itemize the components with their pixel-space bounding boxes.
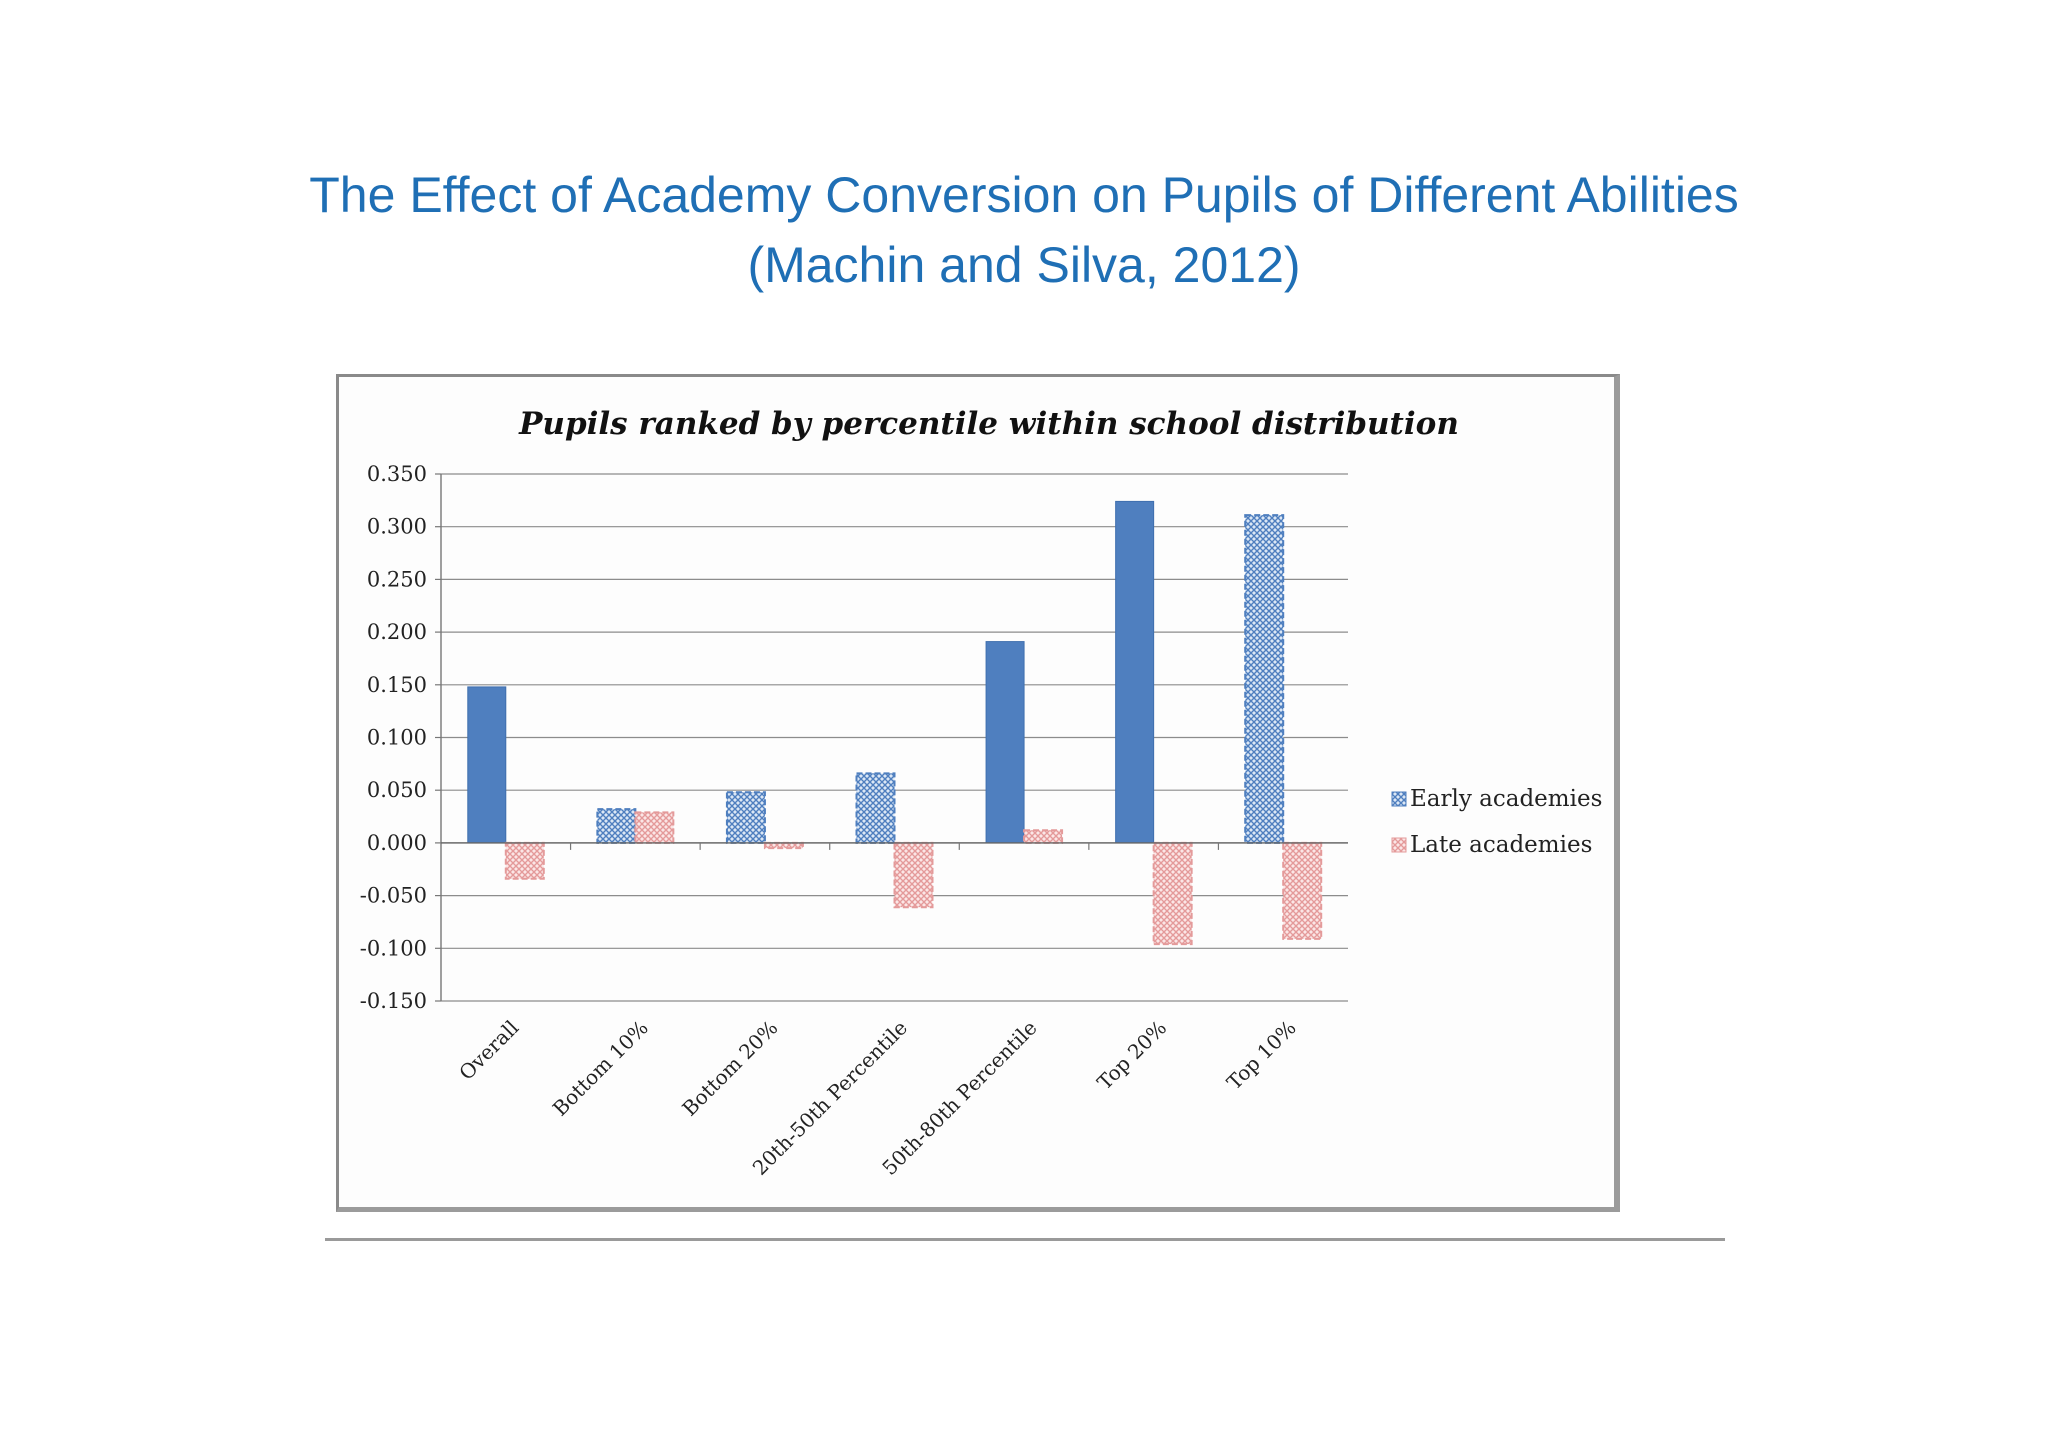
y-tick-label: 0.000: [367, 831, 427, 855]
bar-early-4: [985, 641, 1025, 844]
axes: [440, 474, 1348, 1001]
x-category-label: Bottom 10%: [548, 1016, 653, 1121]
y-tick-label: 0.100: [367, 726, 427, 750]
y-tick-label: 0.250: [367, 567, 427, 591]
bar-early-6: [1244, 514, 1285, 844]
bar-late-0: [504, 841, 545, 880]
y-tick-label: 0.200: [367, 620, 427, 644]
bar-late-4: [1023, 829, 1064, 844]
bar-late-6: [1282, 841, 1323, 940]
bar-early-1: [596, 808, 637, 844]
y-tick-label: 0.150: [367, 673, 427, 697]
x-category-label: Bottom 20%: [677, 1016, 782, 1121]
x-category-label: Top 10%: [1222, 1016, 1301, 1095]
legend-label-late: Late academies: [1410, 832, 1592, 858]
y-tick-label: -0.050: [360, 884, 427, 908]
y-tick-label: 0.350: [367, 462, 427, 486]
legend: Early academies Late academies: [1391, 786, 1602, 858]
bar-early-5: [1115, 500, 1155, 844]
bar-early-0: [467, 686, 507, 844]
y-tick-label: -0.150: [360, 989, 427, 1013]
slide-title-line-2: (Machin and Silva, 2012): [747, 237, 1301, 293]
x-category-label: Overall: [454, 1016, 523, 1085]
bar-early-2: [725, 791, 766, 844]
bottom-rule: [325, 1238, 1725, 1241]
y-tick-label: -0.100: [360, 936, 427, 960]
slide-title-line-1: The Effect of Academy Conversion on Pupi…: [309, 167, 1739, 223]
bar-chart: Pupils ranked by percentile within schoo…: [360, 406, 1603, 1180]
legend-swatch-late: [1391, 837, 1407, 853]
y-axis-ticks: 0.350 0.300 0.250 0.200 0.150 0.100 0.050 0.000…: [360, 462, 427, 1013]
bar-early-3: [855, 772, 896, 844]
legend-swatch-early: [1391, 791, 1407, 807]
legend-label-early: Early academies: [1410, 786, 1602, 812]
x-axis-categories: Overall Bottom 10% Bottom 20%20th-50th Per…: [454, 1016, 1301, 1180]
y-tick-label: 0.050: [367, 778, 427, 802]
slide-title: The Effect of Academy Conversion on Pupi…: [0, 160, 2048, 300]
gridlines: [435, 473, 1348, 1002]
bars: [467, 500, 1323, 946]
bar-late-3: [893, 841, 934, 909]
bar-late-1: [634, 811, 675, 844]
y-tick-label: 0.300: [367, 515, 427, 539]
x-category-label: Top 20%: [1092, 1016, 1171, 1095]
chart-title: Pupils ranked by percentile within schoo…: [518, 406, 1459, 442]
bar-late-2: [763, 841, 804, 850]
bar-late-5: [1152, 841, 1193, 946]
